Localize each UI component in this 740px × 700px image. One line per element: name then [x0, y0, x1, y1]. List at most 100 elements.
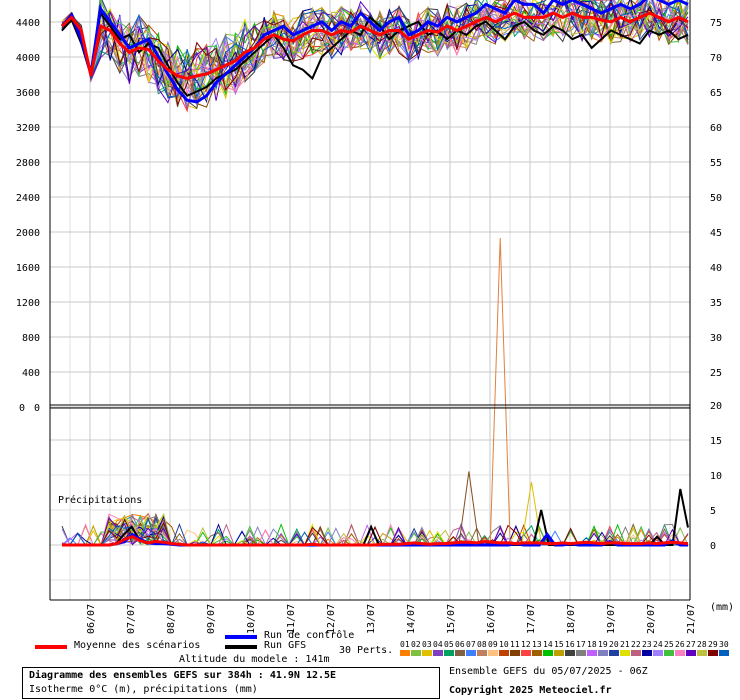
pert-number-27: 27	[686, 640, 696, 649]
x-tick-label: 12/07	[326, 604, 337, 634]
pert-swatch-29	[708, 650, 718, 656]
pert-line-21	[61, 0, 689, 96]
pert-number-29: 29	[708, 640, 718, 649]
x-tick-label: 08/07	[166, 604, 177, 634]
run-info: Ensemble GEFS du 05/07/2025 - 06Z	[449, 666, 648, 677]
mean-legend-text: Moyenne des scénarios	[74, 640, 201, 651]
x-tick-label: 16/07	[486, 604, 497, 634]
isotherm-gfs-line	[61, 10, 689, 98]
pert-swatch-05	[444, 650, 454, 656]
x-tick-label: 13/07	[366, 604, 377, 634]
pert-swatch-14	[543, 650, 553, 656]
title-box: Diagramme des ensembles GEFS sur 384h : …	[22, 667, 440, 699]
pert-number-05: 05	[444, 640, 454, 649]
y-left-tick: 4000	[16, 53, 40, 64]
chart-frame	[49, 0, 691, 601]
isotherm-mean-line	[60, 11, 689, 80]
x-tick-label: 14/07	[406, 604, 417, 634]
y-left-tick: 2400	[16, 193, 40, 204]
control-legend-line	[225, 635, 257, 639]
pert-swatch-16	[565, 650, 575, 656]
x-tick-label: 09/07	[206, 604, 217, 634]
pert-swatch-01	[400, 650, 410, 656]
pert-swatch-18	[587, 650, 597, 656]
pert-swatch-11	[510, 650, 520, 656]
y-right-tick: 50	[710, 193, 722, 204]
x-tick-label: 10/07	[246, 604, 257, 634]
y-right-tick: 45	[710, 228, 722, 239]
chart-title: Diagramme des ensembles GEFS sur 384h : …	[29, 670, 337, 681]
y-precip-tick: 20	[710, 401, 722, 412]
pert-number-20: 20	[609, 640, 619, 649]
precip-main-series	[62, 488, 689, 547]
pert-swatch-24	[653, 650, 663, 656]
pert-number-09: 09	[488, 640, 498, 649]
pert-swatch-30	[719, 650, 729, 656]
copyright: Copyright 2025 Meteociel.fr	[449, 685, 612, 696]
pert-number-13: 13	[532, 640, 542, 649]
perts-legend-text: 30 Perts.	[339, 645, 394, 656]
y-precip-tick: 5	[710, 506, 716, 517]
y-right-tick: 40	[710, 263, 722, 274]
pert-number-14: 14	[543, 640, 553, 649]
y-precip-tick: 15	[710, 436, 722, 447]
pert-number-03: 03	[422, 640, 432, 649]
pert-number-30: 30	[719, 640, 729, 649]
pert-number-02: 02	[411, 640, 421, 649]
pert-number-26: 26	[675, 640, 685, 649]
pert-swatch-20	[609, 650, 619, 656]
pert-number-23: 23	[642, 640, 652, 649]
y-right-tick: 60	[710, 123, 722, 134]
pert-swatch-08	[477, 650, 487, 656]
y-right-tick: 35	[710, 298, 722, 309]
isotherm-main-series	[60, 0, 689, 104]
pert-number-17: 17	[576, 640, 586, 649]
axis-labels: 06/07 07/07 08/07 09/07 10/07 11/07 12/07 13/07…	[16, 18, 722, 634]
isotherm-grid	[50, 0, 691, 408]
y-precip-tick: 0	[710, 541, 716, 552]
x-tick-label: 07/07	[126, 604, 137, 634]
y-left-tick: 0	[34, 403, 40, 414]
pert-peak-large	[489, 237, 511, 546]
pert-number-11: 11	[510, 640, 520, 649]
pert-line-30	[61, 0, 689, 99]
pert-swatch-19	[598, 650, 608, 656]
pert-number-12: 12	[521, 640, 531, 649]
pert-swatch-22	[631, 650, 641, 656]
y-left-tick: 400	[22, 368, 40, 379]
pert-swatch-04	[433, 650, 443, 656]
pert-number-22: 22	[631, 640, 641, 649]
pert-number-10: 10	[499, 640, 509, 649]
y-left-tick: 4400	[16, 18, 40, 29]
isotherm-control-line	[60, 0, 689, 104]
y-precip-tick: 10	[710, 471, 722, 482]
pert-line-28	[61, 0, 689, 103]
x-tick-label: 06/07	[86, 604, 97, 634]
pert-number-25: 25	[664, 640, 674, 649]
pert-swatch-03	[422, 650, 432, 656]
y-left-tick: 3600	[16, 88, 40, 99]
gfs-legend-text: Run GFS	[264, 640, 307, 651]
pert-swatch-09	[488, 650, 498, 656]
precip-label: Précipitations	[58, 494, 142, 506]
pert-number-06: 06	[455, 640, 465, 649]
y-left-tick: 1200	[16, 298, 40, 309]
x-tick-label: 20/07	[646, 604, 657, 634]
pert-line-23	[61, 0, 689, 104]
pert-swatch-26	[675, 650, 685, 656]
y-right-tick: 75	[710, 18, 722, 29]
pert-swatch-13	[532, 650, 542, 656]
x-tick-label: 21/07	[686, 604, 697, 634]
y-left-tick: 2000	[16, 228, 40, 239]
pert-swatch-15	[554, 650, 564, 656]
pert-swatch-25	[664, 650, 674, 656]
pert-swatch-07	[466, 650, 476, 656]
pert-number-07: 07	[466, 640, 476, 649]
pert-number-16: 16	[565, 640, 575, 649]
x-tick-label: 11/07	[286, 604, 297, 634]
pert-swatch-27	[686, 650, 696, 656]
pert-number-18: 18	[587, 640, 597, 649]
y-left-tick: 2800	[16, 158, 40, 169]
x-tick-label: 15/07	[446, 604, 457, 634]
